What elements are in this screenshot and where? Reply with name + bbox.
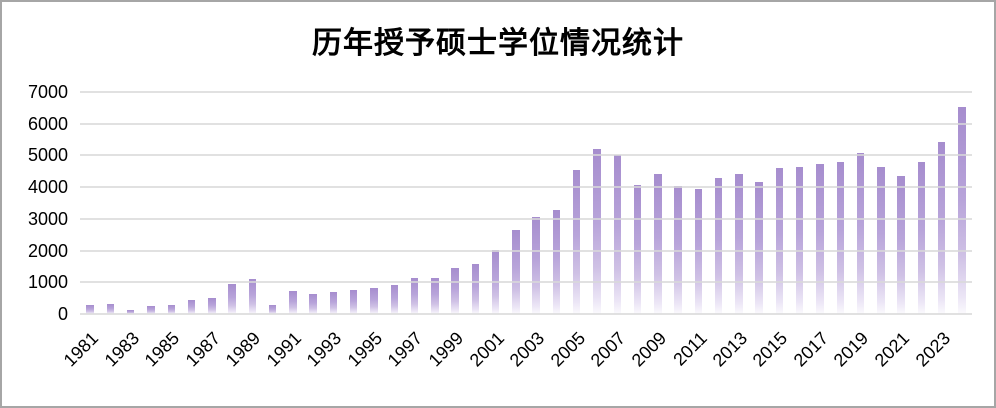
x-tick-label-1987: 1987 [181, 328, 224, 371]
bar-2022 [917, 161, 926, 314]
bar-1985 [167, 305, 175, 314]
chart-title: 历年授予硕士学位情况统计 [312, 27, 684, 60]
bar-1988 [228, 283, 236, 314]
bar-2023 [937, 142, 946, 314]
x-tick-label-2003: 2003 [505, 328, 549, 371]
bar-1981 [86, 304, 94, 314]
x-tick-label-1981: 1981 [59, 328, 103, 371]
y-tick-label-6000: 6000 [27, 113, 68, 134]
bar-1992 [309, 294, 317, 314]
x-tick-label-1999: 1999 [424, 328, 468, 371]
gridline-5000 [80, 154, 972, 157]
x-tick-label-1983: 1983 [100, 328, 143, 371]
x-tick-label-2001: 2001 [465, 328, 508, 371]
bar-1993 [329, 292, 338, 314]
bar-2018 [836, 162, 844, 314]
x-tick-label-2023: 2023 [911, 328, 954, 371]
y-tick-label-4000: 4000 [27, 177, 68, 198]
bar-1995 [370, 288, 378, 314]
x-tick-label-2015: 2015 [749, 328, 792, 371]
gridline-4000 [80, 186, 972, 189]
y-tick-label-0: 0 [57, 304, 68, 324]
x-tick-label-2005: 2005 [546, 328, 589, 371]
bar-1997 [410, 277, 419, 314]
plot-area [80, 91, 972, 315]
y-tick-label-5000: 5000 [27, 145, 68, 166]
bar-1989 [248, 279, 257, 314]
bar-2017 [816, 163, 824, 314]
bar-2016 [795, 166, 804, 314]
x-tick-label-1995: 1995 [343, 328, 387, 371]
bar-2009 [654, 173, 662, 314]
bar-1982 [106, 303, 115, 314]
bar-2002 [512, 230, 520, 314]
gridline-7000 [80, 91, 972, 93]
y-tick-label-7000: 7000 [27, 82, 68, 102]
bar-2013 [735, 173, 743, 314]
bar-1998 [431, 277, 439, 314]
x-tick-label-2021: 2021 [870, 328, 914, 371]
bar-2024 [958, 107, 966, 314]
bar-1994 [349, 289, 358, 314]
x-tick-label-2007: 2007 [586, 328, 630, 371]
gridline-0 [80, 313, 972, 315]
bar-2020 [877, 166, 885, 314]
x-tick-label-2011: 2011 [668, 328, 711, 370]
x-tick-label-2019: 2019 [830, 328, 873, 371]
bar-2003 [532, 217, 540, 314]
bar-2004 [552, 210, 561, 314]
bar-2005 [572, 169, 581, 314]
bar-1999 [451, 268, 459, 314]
x-tick-label-1985: 1985 [140, 328, 184, 371]
x-tick-label-1993: 1993 [303, 328, 346, 371]
x-tick-label-1989: 1989 [221, 328, 265, 371]
x-tick-label-2009: 2009 [627, 328, 670, 371]
bar-1984 [147, 306, 155, 314]
bar-1991 [289, 291, 297, 314]
bar-2007 [613, 155, 621, 314]
bar-2014 [755, 182, 763, 314]
y-tick-label-1000: 1000 [27, 272, 68, 293]
bar-1986 [187, 300, 196, 314]
y-tick-label-2000: 2000 [27, 240, 68, 261]
gridline-6000 [80, 122, 972, 125]
x-tick-label-1997: 1997 [384, 328, 427, 371]
bar-2015 [775, 168, 784, 314]
bar-2021 [897, 176, 905, 314]
bar-2019 [856, 153, 865, 314]
gridline-3000 [80, 217, 972, 220]
x-tick-label-2013: 2013 [708, 328, 752, 371]
bar-2012 [714, 178, 723, 314]
bar-2008 [633, 185, 642, 314]
bar-1983 [126, 309, 135, 314]
x-tick-label-1991: 1991 [262, 328, 306, 371]
bar-1996 [390, 284, 398, 314]
gridline-1000 [80, 281, 972, 284]
bar-2006 [593, 148, 601, 314]
bar-1987 [208, 298, 216, 314]
bar-2000 [471, 263, 480, 314]
x-tick-label-2017: 2017 [789, 328, 833, 371]
gridline-2000 [80, 249, 972, 252]
bar-1990 [268, 305, 277, 314]
y-tick-label-3000: 3000 [27, 208, 68, 229]
